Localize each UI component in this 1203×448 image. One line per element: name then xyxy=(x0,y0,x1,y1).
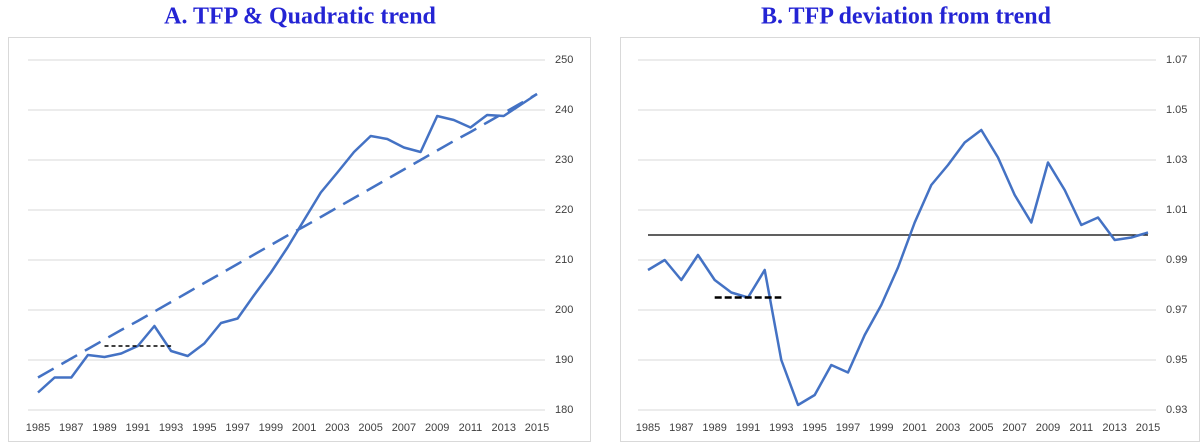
y-tick-label: 1.01 xyxy=(1166,204,1187,216)
x-tick-label: 2011 xyxy=(459,422,483,434)
data-line xyxy=(37,92,538,394)
x-tick-label: 2005 xyxy=(358,422,382,434)
x-tick-label: 2015 xyxy=(525,422,549,434)
x-tick-label: 1995 xyxy=(802,422,826,434)
y-tick-label: 250 xyxy=(555,54,573,66)
y-tick-label: 190 xyxy=(555,354,573,366)
data-line xyxy=(37,92,538,379)
x-tick-label: 1989 xyxy=(702,422,726,434)
y-tick-label: 0.95 xyxy=(1166,354,1187,366)
x-tick-label: 1997 xyxy=(836,422,860,434)
data-line xyxy=(647,128,1149,407)
x-tick-label: 1993 xyxy=(769,422,793,434)
y-tick-label: 1.07 xyxy=(1166,54,1187,66)
x-tick-label: 1991 xyxy=(126,422,150,434)
chart-title: B. TFP deviation from trend xyxy=(761,4,1052,30)
y-tick-label: 0.93 xyxy=(1166,404,1187,416)
x-tick-label: 2015 xyxy=(1136,422,1160,434)
x-tick-label: 1993 xyxy=(159,422,183,434)
x-tick-label: 2007 xyxy=(1002,422,1026,434)
x-tick-label: 1985 xyxy=(26,422,50,434)
x-tick-label: 2005 xyxy=(969,422,993,434)
x-tick-label: 2009 xyxy=(1036,422,1060,434)
x-tick-label: 2009 xyxy=(425,422,449,434)
y-tick-label: 220 xyxy=(555,204,573,216)
x-tick-label: 2001 xyxy=(902,422,926,434)
x-tick-label: 2003 xyxy=(936,422,960,434)
panel-border xyxy=(620,37,1200,442)
x-tick-label: 2001 xyxy=(292,422,316,434)
x-tick-label: 1987 xyxy=(59,422,83,434)
x-tick-label: 2007 xyxy=(392,422,416,434)
y-tick-label: 0.99 xyxy=(1166,254,1187,266)
y-tick-label: 0.97 xyxy=(1166,304,1187,316)
x-tick-label: 2003 xyxy=(325,422,349,434)
x-tick-label: 1987 xyxy=(669,422,693,434)
x-tick-label: 2011 xyxy=(1070,422,1094,434)
y-tick-label: 1.05 xyxy=(1166,104,1187,116)
y-tick-label: 210 xyxy=(555,254,573,266)
x-tick-label: 1995 xyxy=(192,422,216,434)
y-tick-label: 1.03 xyxy=(1166,154,1187,166)
x-tick-label: 1999 xyxy=(869,422,893,434)
x-tick-label: 1985 xyxy=(636,422,660,434)
y-tick-label: 200 xyxy=(555,304,573,316)
x-tick-label: 1997 xyxy=(225,422,249,434)
x-tick-label: 1999 xyxy=(259,422,283,434)
y-tick-label: 180 xyxy=(555,404,573,416)
panel-border xyxy=(8,37,591,442)
x-tick-label: 1991 xyxy=(736,422,760,434)
y-tick-label: 240 xyxy=(555,104,573,116)
x-tick-label: 2013 xyxy=(1102,422,1126,434)
chart-title: A. TFP & Quadratic trend xyxy=(164,4,436,30)
x-tick-label: 2013 xyxy=(491,422,515,434)
y-tick-label: 230 xyxy=(555,154,573,166)
x-tick-label: 1989 xyxy=(92,422,116,434)
